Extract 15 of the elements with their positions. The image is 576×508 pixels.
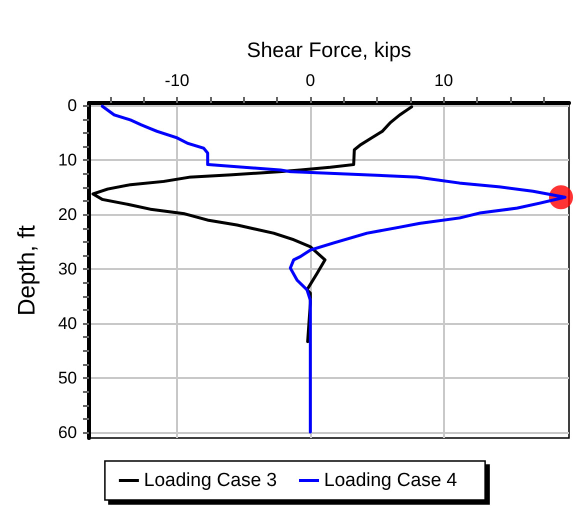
legend-label: Loading Case 4 [324, 470, 458, 491]
legend-label: Loading Case 3 [144, 470, 278, 491]
line-series [100, 104, 566, 434]
y-axis-title: Depth, ft [14, 224, 40, 316]
y-tick-label: 40 [58, 314, 77, 334]
x-tick-label: 10 [434, 71, 454, 90]
y-tick-label: 50 [58, 368, 77, 388]
y-tick-label: 10 [58, 150, 77, 170]
y-tick-label: 20 [58, 205, 77, 224]
x-tick-label: -10 [164, 71, 190, 90]
y-tick-label: 30 [58, 260, 77, 279]
x-axis-title: Shear Force, kips [246, 39, 412, 62]
y-tick-label: 0 [68, 96, 77, 116]
y-tick-label: 60 [58, 423, 77, 442]
x-tick-label: 0 [306, 71, 316, 90]
